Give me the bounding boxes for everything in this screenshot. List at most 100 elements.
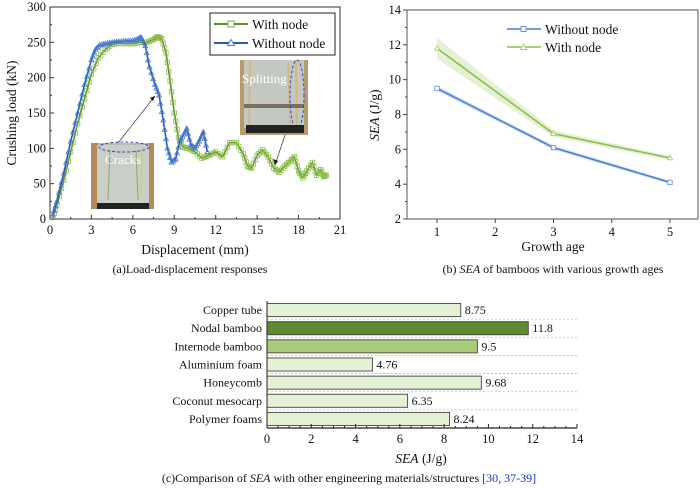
data-point-triangle: [140, 39, 147, 46]
data-point-triangle: [433, 44, 441, 51]
panel-c-bars: Copper tube 8.75 Nodal bamboo 11.8 Internode…: [172, 303, 553, 426]
data-point-triangle: [129, 37, 136, 44]
caption-prefix: (b): [443, 262, 460, 276]
data-point-triangle: [162, 135, 170, 142]
data-point-square: [290, 155, 296, 161]
data-point-triangle: [67, 137, 74, 144]
splitting-arrow: [274, 134, 286, 166]
caption-citation-link[interactable]: [30, 37-39]: [482, 471, 536, 485]
data-point-triangle: [81, 81, 88, 87]
x-tick-label: 5: [667, 225, 673, 239]
y-tick-label: 100: [27, 141, 46, 155]
x-tick-label: 10: [482, 432, 495, 446]
data-point-square: [322, 173, 328, 179]
data-point-triangle: [139, 36, 146, 43]
data-point-triangle: [63, 159, 70, 165]
y-tick-label: 6: [395, 142, 401, 156]
bar-aluminium-foam: [266, 357, 373, 372]
cracks-photo-inset: Cracks: [91, 141, 154, 209]
data-point-triangle: [58, 179, 65, 185]
y-tick-label: 50: [34, 177, 47, 191]
node-ring: [244, 104, 304, 108]
data-point-square: [91, 66, 97, 72]
y-tick-label: 300: [27, 0, 46, 14]
split-strip: [248, 59, 251, 129]
x-tick-label: 2: [308, 432, 314, 446]
split-strip: [295, 59, 298, 129]
splitting-photo-inset: Splitting: [240, 59, 308, 135]
data-point-triangle: [98, 41, 105, 47]
data-point-square: [174, 126, 180, 133]
data-point-triangle: [196, 137, 203, 144]
y-tick-label: 8: [395, 108, 401, 122]
panel-b-legend: Without node With node: [507, 22, 618, 55]
split-strip: [287, 61, 291, 129]
data-point-square: [164, 59, 170, 65]
data-point-triangle: [164, 144, 171, 151]
splitting-label: Splitting: [242, 71, 287, 86]
y-tick-label: 14: [389, 3, 402, 17]
legend-label-without-node: Without node: [545, 22, 618, 37]
data-point-triangle: [157, 100, 164, 106]
data-point-square: [434, 85, 440, 92]
crack-line: [135, 149, 139, 201]
y-tick-label: 10: [389, 73, 402, 87]
data-point-triangle: [91, 49, 98, 56]
category-label: Coconut mesocarp: [172, 394, 262, 408]
caption-italic: SEA: [250, 471, 271, 485]
data-point-triangle: [666, 154, 674, 161]
data-point-triangle: [171, 156, 178, 163]
data-point-square: [170, 99, 176, 105]
caption-suffix: with other engineering materials/structu…: [271, 471, 483, 485]
data-point-triangle: [142, 42, 149, 49]
category-label: Copper tube: [203, 303, 262, 317]
value-label: 8.75: [465, 303, 486, 317]
data-point-triangle: [137, 34, 144, 41]
xlabel-italic: SEA: [395, 451, 419, 466]
bar-honeycomb: [266, 375, 482, 390]
data-point-square: [156, 34, 162, 40]
data-point-triangle: [49, 212, 56, 218]
data-point-triangle: [154, 88, 161, 94]
data-point-square: [86, 79, 92, 85]
legend-box: [209, 12, 336, 56]
data-point-triangle: [76, 100, 83, 106]
data-point-triangle: [202, 141, 210, 148]
data-point-triangle: [83, 73, 90, 79]
legend-triangle-marker-icon: [519, 42, 528, 50]
data-point-triangle: [148, 69, 155, 76]
data-point-square: [247, 164, 253, 171]
data-point-triangle: [52, 202, 59, 209]
data-point-triangle: [51, 207, 58, 213]
data-point-triangle: [198, 131, 205, 138]
panel-b-xlabel: Growth age: [521, 239, 584, 254]
data-point-triangle: [197, 134, 204, 141]
data-point-square: [84, 88, 90, 94]
data-point-triangle: [167, 154, 174, 160]
data-point-square: [550, 144, 557, 151]
data-point-triangle: [146, 63, 153, 70]
data-point-square: [246, 164, 252, 170]
value-label: 4.76: [376, 358, 397, 372]
data-point-square: [168, 89, 175, 95]
caption-suffix: of bamboos with various growth ages: [480, 262, 664, 276]
panel-a-legend: With node Without node: [209, 12, 336, 56]
bar-internode-bamboo: [266, 339, 478, 354]
legend-square-marker-icon: [227, 20, 235, 28]
panel-a-xlabel: Displacement (mm): [141, 242, 249, 257]
specimen-base: [97, 203, 149, 209]
bar-nodal-bamboo: [266, 321, 529, 336]
x-tick-label: 1: [434, 225, 440, 239]
legend-triangle-marker-icon: [226, 38, 236, 46]
y-tick-label: 200: [27, 71, 46, 85]
data-point-triangle: [136, 34, 143, 41]
cracks-arrowhead: [150, 96, 155, 101]
x-tick-label: 14: [571, 432, 584, 446]
bar-coconut-mesocarp: [266, 393, 409, 408]
category-label: Aluminium foam: [179, 358, 263, 372]
data-point-triangle: [172, 155, 179, 162]
data-point-square: [667, 179, 673, 186]
x-tick-label: 4: [352, 432, 359, 446]
x-tick-label: 2: [492, 225, 498, 239]
